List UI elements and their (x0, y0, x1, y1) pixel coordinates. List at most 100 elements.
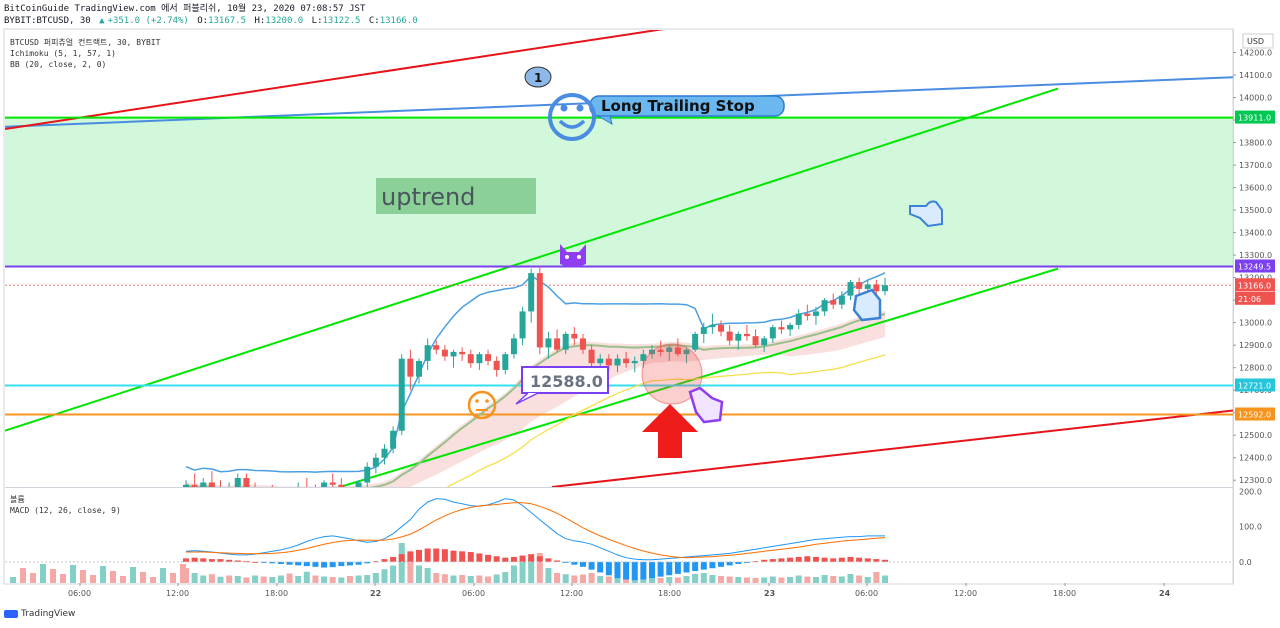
candle-body (226, 487, 232, 501)
volume-bar (649, 577, 655, 583)
macd-histogram-bar (485, 554, 492, 562)
volume-bar (208, 574, 215, 583)
candle-body (321, 482, 328, 487)
volume-bar (812, 577, 819, 583)
macd-histogram-bar (692, 561, 699, 572)
candle-body (579, 338, 586, 350)
macd-pane (5, 498, 1233, 583)
up-arrow-icon (642, 404, 698, 458)
candle-body (476, 354, 483, 364)
price-label: 13911.0 (1238, 114, 1271, 123)
red-channel-lower (551, 409, 1233, 487)
candle-body (726, 331, 733, 341)
chart-legend: BTCUSD 퍼피츄얼 컨트랙트, 30, BYBIT Ichimoku (5,… (10, 37, 160, 70)
legend-ichimoku[interactable]: Ichimoku (5, 1, 57, 1) (10, 49, 116, 58)
candle-body (372, 457, 379, 467)
volume-bar (640, 577, 647, 583)
volume-bar (795, 575, 802, 583)
macd-histogram-bar (554, 560, 561, 562)
volume-bar (450, 575, 457, 583)
volume-bar (110, 571, 116, 583)
pointing-hand-icon (909, 200, 943, 228)
volume-bar (726, 576, 733, 583)
candle-body (381, 448, 388, 458)
macd-histogram-bar (321, 561, 328, 568)
legend-volume[interactable]: 볼륨 (10, 495, 25, 504)
candle-body (467, 354, 474, 364)
macd-histogram-bar (226, 559, 233, 562)
header-ohlc: BYBIT:BTCUSD, 30 ▲ +351.0 (+2.74%) O:1316… (4, 16, 421, 27)
symbol-label: BYBIT:BTCUSD, 30 (4, 16, 91, 26)
volume-bar (50, 569, 56, 583)
volume-bar (761, 577, 768, 583)
green-channel-lower (339, 267, 1059, 487)
candle-body (278, 494, 284, 499)
volume-bar (493, 574, 500, 583)
macd-histogram-bar (709, 561, 716, 569)
candle-body (536, 273, 543, 348)
candle-body (407, 358, 414, 377)
volume-bar (873, 572, 880, 583)
macd-histogram-bar (329, 561, 336, 568)
price-label: 13166.0 (1238, 281, 1271, 290)
candle-body (735, 333, 742, 341)
macd-histogram-bar (640, 561, 647, 580)
axis-tick-label: 13600.0 (1239, 184, 1272, 193)
macd-histogram-bar (623, 561, 630, 580)
volume-bar (830, 576, 837, 583)
macd-histogram-bar (217, 559, 224, 562)
macd-histogram-bar (597, 561, 604, 573)
candle-body (812, 311, 819, 316)
axis-tick-label: 13000.0 (1239, 319, 1272, 328)
candle-body (191, 484, 198, 487)
macd-histogram-bar (545, 558, 552, 562)
candle-body (864, 284, 871, 289)
legend-macd[interactable]: MACD (12, 26, close, 9) (10, 506, 121, 515)
candle-body (571, 333, 578, 339)
axis-tick-label: 13800.0 (1239, 139, 1272, 148)
low-label: L: (311, 16, 323, 26)
time-tick-label: 12:00 (560, 589, 583, 598)
macd-histogram-bar (787, 557, 794, 562)
ichimoku-cloud (186, 310, 885, 487)
volume-bar (170, 573, 176, 583)
volume-bar (60, 574, 66, 583)
candle-body (398, 358, 405, 431)
macd-histogram-bar (433, 548, 440, 562)
macd-histogram-bar (476, 553, 483, 562)
volume-bar (140, 572, 146, 583)
price-label-box (1235, 291, 1275, 305)
volume-bar (424, 568, 431, 583)
volume-bar (160, 568, 166, 583)
time-tick-label: 24 (1159, 589, 1171, 598)
volume-bar (545, 568, 552, 583)
volume-bar (40, 564, 46, 583)
volume-bar (398, 543, 405, 583)
candle-body (778, 327, 785, 330)
close-label: C: (368, 16, 380, 26)
volume-bar (459, 575, 466, 583)
volume-bar (191, 573, 198, 583)
macd-histogram-bar (502, 557, 509, 562)
volume-bar (226, 575, 233, 583)
candle-body (873, 284, 880, 292)
volume-bar (100, 566, 106, 583)
candle-body (312, 489, 318, 496)
volume-bar (882, 575, 888, 583)
volume-bar (120, 576, 126, 583)
time-tick-label: 12:00 (954, 589, 977, 598)
brand-text: TradingView (21, 609, 76, 619)
smiley-icon (548, 93, 596, 141)
price-callout-pointer (515, 392, 539, 405)
macd-histogram-bar (191, 557, 198, 562)
volume-bar (303, 571, 310, 583)
volume-bar (234, 576, 241, 583)
footer-brand[interactable]: TradingView (4, 609, 75, 619)
smiley-mouth (558, 119, 586, 129)
macd-histogram-bar (812, 556, 819, 562)
candle-body (261, 489, 267, 496)
candle-body (597, 358, 604, 364)
legend-bb[interactable]: BB (20, close, 2, 0) (10, 60, 107, 69)
macd-histogram-bar (312, 561, 319, 567)
